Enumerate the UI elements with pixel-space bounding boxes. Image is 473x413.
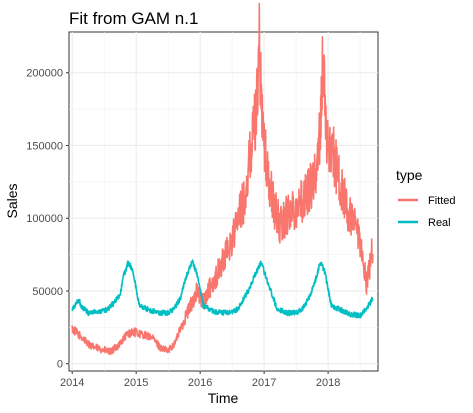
x-axis-title: Time [208, 390, 239, 406]
x-tick-label: 2014 [60, 377, 84, 389]
x-axis: 2014 2015 2016 2017 2018 [60, 371, 340, 389]
legend-label-real: Real [428, 217, 451, 229]
y-axis: 0 50000 100000 150000 200000 [26, 68, 69, 371]
plot-panel [68, 31, 379, 372]
y-tick-label: 200000 [26, 68, 63, 80]
y-tick-label: 50000 [32, 286, 63, 298]
y-axis-title: Sales [4, 183, 20, 218]
x-tick-label: 2016 [188, 377, 212, 389]
series-layer [71, 2, 374, 356]
chart-title: Fit from GAM n.1 [69, 9, 198, 28]
x-tick-label: 2015 [124, 377, 148, 389]
grid-minor [69, 32, 378, 371]
x-tick-label: 2017 [252, 377, 276, 389]
series-line-real [71, 259, 374, 319]
grid-major [69, 32, 378, 371]
legend-title: type [396, 167, 423, 183]
legend: type Fitted Real [396, 167, 456, 229]
series-line-fitted [71, 2, 374, 356]
x-tick-label: 2018 [316, 377, 340, 389]
legend-label-fitted: Fitted [428, 195, 456, 207]
y-tick-label: 0 [57, 359, 63, 371]
y-tick-label: 100000 [26, 213, 63, 225]
y-tick-label: 150000 [26, 140, 63, 152]
